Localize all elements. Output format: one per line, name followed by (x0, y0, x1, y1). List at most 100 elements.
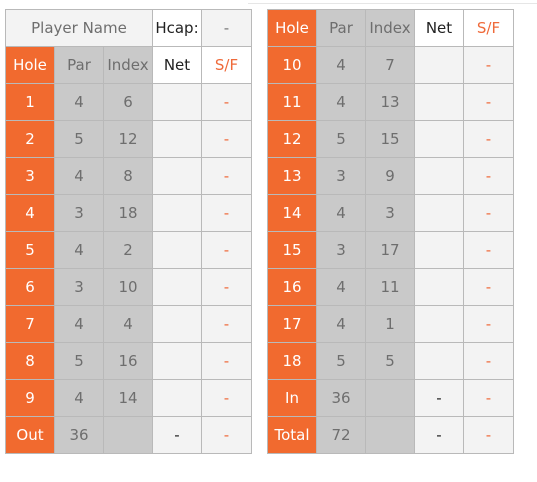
hole-number: 7 (5, 305, 55, 343)
out-index-cell (103, 416, 153, 454)
net-score-cell[interactable] (414, 157, 464, 195)
par-value: 4 (54, 305, 104, 343)
out-net-total: - (152, 416, 202, 454)
net-score-cell[interactable] (152, 342, 202, 380)
hole-number: 15 (267, 231, 317, 269)
total-sf: - (463, 416, 514, 454)
hole-number: 12 (267, 120, 317, 158)
column-header-row: Hole Par Index Net S/F (5, 46, 252, 84)
hole-number: 16 (267, 268, 317, 306)
index-header: Index (365, 9, 415, 47)
stroke-index-value: 12 (103, 120, 153, 158)
par-value: 5 (54, 342, 104, 380)
total-label: Total (267, 416, 317, 454)
net-score-cell[interactable] (414, 231, 464, 269)
total-row: Total 72 - - (267, 416, 514, 454)
hole-number: 5 (5, 231, 55, 269)
hole-row: 12 5 15 - (267, 120, 514, 158)
hole-number: 1 (5, 83, 55, 121)
hole-number: 8 (5, 342, 55, 380)
par-value: 5 (54, 120, 104, 158)
par-value: 5 (316, 120, 366, 158)
stroke-index-value: 8 (103, 157, 153, 195)
stableford-points: - (201, 379, 252, 417)
out-sf-total: - (201, 416, 252, 454)
net-score-cell[interactable] (152, 194, 202, 232)
in-par-total: 36 (316, 379, 366, 417)
front-nine-scorecard: Player Name Hcap: - Hole Par Index Net S… (5, 9, 252, 454)
hole-row: 16 4 11 - (267, 268, 514, 306)
stroke-index-value: 11 (365, 268, 415, 306)
net-score-cell[interactable] (414, 268, 464, 306)
net-header: Net (152, 46, 202, 84)
par-value: 3 (54, 268, 104, 306)
hole-row: 13 3 9 - (267, 157, 514, 195)
top-divider (248, 3, 537, 4)
hole-header: Hole (267, 9, 317, 47)
stroke-index-value: 4 (103, 305, 153, 343)
stableford-points: - (463, 83, 514, 121)
par-value: 3 (316, 157, 366, 195)
hole-row: 17 4 1 - (267, 305, 514, 343)
net-score-cell[interactable] (414, 120, 464, 158)
net-score-cell[interactable] (414, 46, 464, 84)
out-par-total: 36 (54, 416, 104, 454)
par-value: 4 (316, 83, 366, 121)
out-row: Out 36 - - (5, 416, 252, 454)
hcap-value[interactable]: - (201, 9, 252, 47)
hole-row: 10 4 7 - (267, 46, 514, 84)
net-score-cell[interactable] (152, 268, 202, 306)
stroke-index-value: 2 (103, 231, 153, 269)
out-label: Out (5, 416, 55, 454)
par-value: 4 (54, 157, 104, 195)
back-nine-rows: 10 4 7-11 4 13-12 5 15-13 3 9-14 4 3-15 3 17-16 4 11-1… (267, 46, 514, 380)
stroke-index-value: 18 (103, 194, 153, 232)
hole-row: 18 5 5- (267, 342, 514, 380)
par-value: 5 (316, 342, 366, 380)
total-net: - (414, 416, 464, 454)
hole-number: 11 (267, 83, 317, 121)
back-nine-scorecard: Hole Par Index Net S/F 10 4 7-11 4 13-12 5 15-… (267, 9, 514, 454)
hole-number: 14 (267, 194, 317, 232)
net-score-cell[interactable] (152, 120, 202, 158)
player-name-field[interactable]: Player Name (5, 9, 153, 47)
column-header-row: Hole Par Index Net S/F (267, 9, 514, 47)
hole-number: 6 (5, 268, 55, 306)
net-score-cell[interactable] (414, 342, 464, 380)
net-score-cell[interactable] (152, 83, 202, 121)
stroke-index-value: 6 (103, 83, 153, 121)
stableford-points: - (463, 268, 514, 306)
stableford-points: - (201, 305, 252, 343)
par-value: 4 (316, 305, 366, 343)
par-value: 4 (316, 46, 366, 84)
in-index-cell (365, 379, 415, 417)
stableford-points: - (201, 194, 252, 232)
net-score-cell[interactable] (414, 83, 464, 121)
stableford-points: - (201, 231, 252, 269)
net-score-cell[interactable] (152, 157, 202, 195)
stableford-points: - (463, 305, 514, 343)
hole-number: 2 (5, 120, 55, 158)
sf-header: S/F (463, 9, 514, 47)
hole-number: 17 (267, 305, 317, 343)
stableford-points: - (201, 83, 252, 121)
net-score-cell[interactable] (152, 231, 202, 269)
in-net-total: - (414, 379, 464, 417)
net-score-cell[interactable] (152, 305, 202, 343)
par-value: 4 (54, 83, 104, 121)
stableford-points: - (463, 120, 514, 158)
sf-header: S/F (201, 46, 252, 84)
stableford-points: - (201, 342, 252, 380)
total-par: 72 (316, 416, 366, 454)
stroke-index-value: 13 (365, 83, 415, 121)
player-header-row: Player Name Hcap: - (5, 9, 252, 47)
net-score-cell[interactable] (152, 379, 202, 417)
stroke-index-value: 9 (365, 157, 415, 195)
hole-row: 14 4 3 - (267, 194, 514, 232)
net-score-cell[interactable] (414, 194, 464, 232)
in-label: In (267, 379, 317, 417)
net-score-cell[interactable] (414, 305, 464, 343)
stableford-points: - (201, 268, 252, 306)
